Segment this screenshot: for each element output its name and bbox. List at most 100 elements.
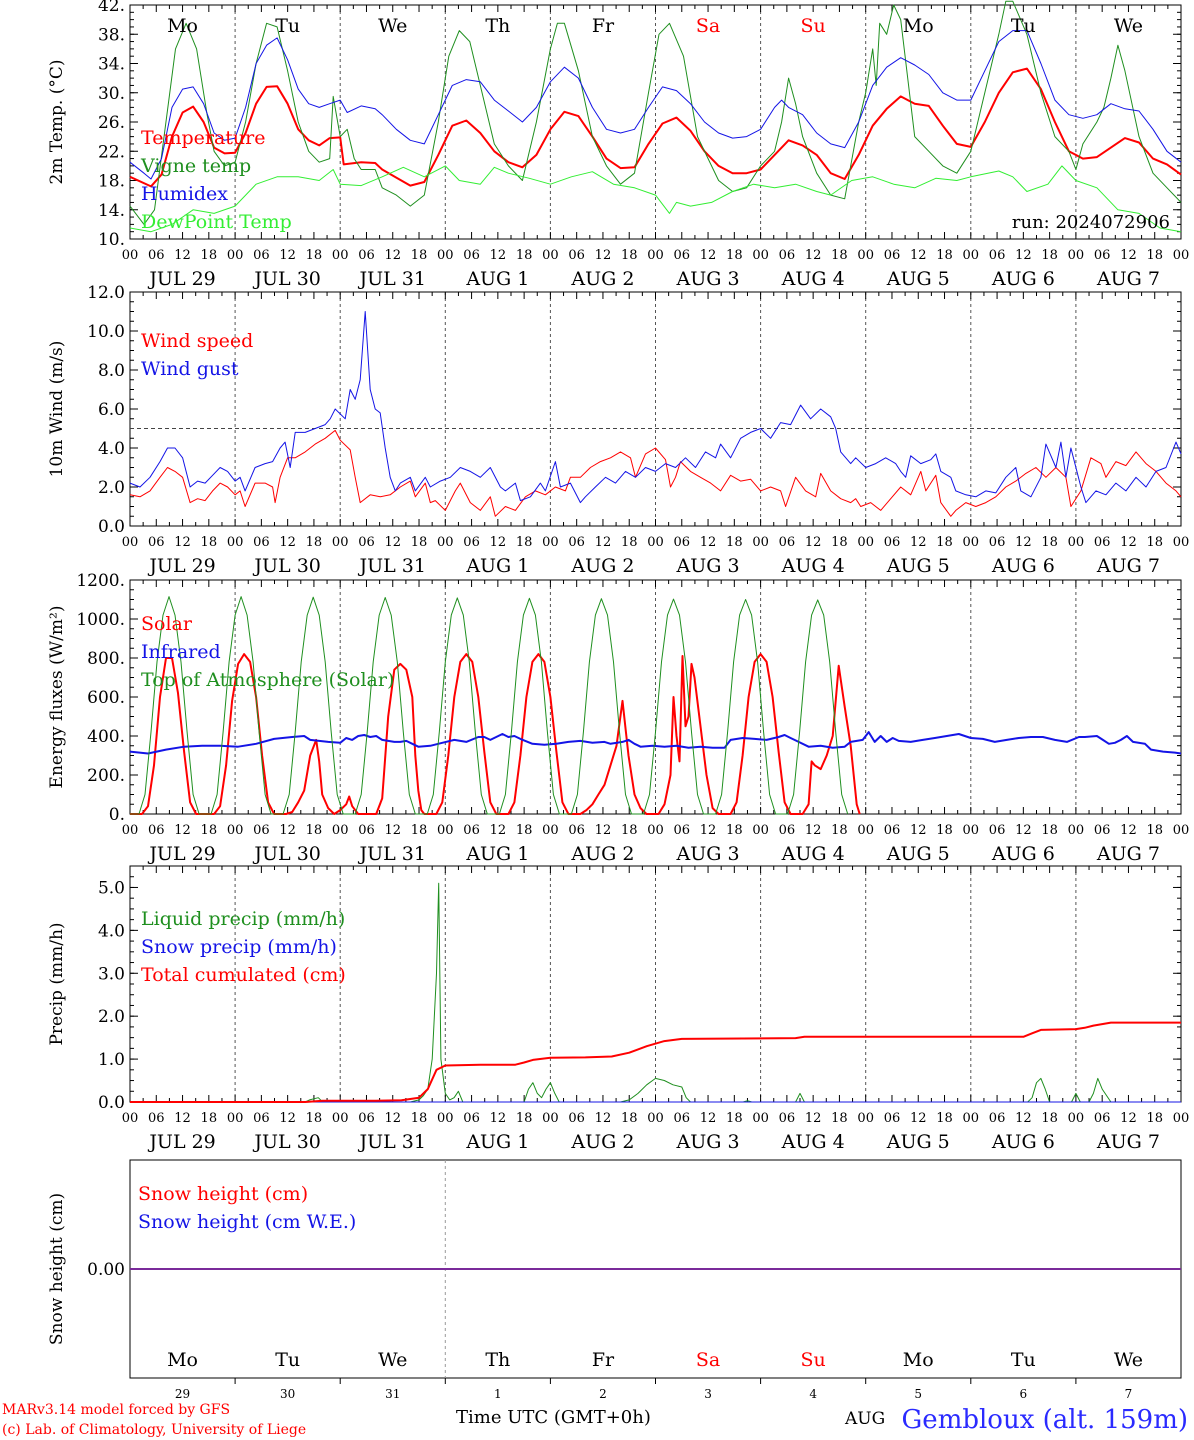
hour-label: 06 xyxy=(463,248,480,263)
hour-label: 06 xyxy=(148,1111,165,1126)
day-number: 7 xyxy=(1125,1387,1133,1401)
date-label: AUG 3 xyxy=(676,268,740,290)
hour-label: 00 xyxy=(1173,823,1190,838)
hour-label: 18 xyxy=(1041,1111,1058,1126)
hour-label: 06 xyxy=(779,248,796,263)
hour-label: 00 xyxy=(332,1111,349,1126)
day-name: Mo xyxy=(903,15,934,37)
hour-label: 00 xyxy=(227,535,244,550)
hour-label: 06 xyxy=(568,248,585,263)
hour-label: 06 xyxy=(148,823,165,838)
hour-label: 12 xyxy=(174,248,191,263)
hour-label: 00 xyxy=(437,823,454,838)
hour-label: 18 xyxy=(831,823,848,838)
day-name: Th xyxy=(485,15,510,37)
series-line-top-of-atmosphere-solar- xyxy=(130,596,849,815)
hour-label: 12 xyxy=(1015,1111,1032,1126)
hour-label: 06 xyxy=(253,248,270,263)
date-label: AUG 4 xyxy=(781,843,845,865)
date-label: JUL 29 xyxy=(147,1131,215,1153)
hour-label: 18 xyxy=(936,823,953,838)
date-label: AUG 4 xyxy=(781,268,845,290)
date-label: AUG 2 xyxy=(570,1131,634,1153)
hour-label: 18 xyxy=(621,535,638,550)
hour-label: 18 xyxy=(936,1111,953,1126)
y-tick-label: 0.0 xyxy=(98,517,125,537)
hour-label: 12 xyxy=(174,1111,191,1126)
hour-label: 18 xyxy=(411,1111,428,1126)
legend-entry: Total cumulated (cm) xyxy=(141,964,346,986)
date-label: AUG 6 xyxy=(991,843,1055,865)
hour-label: 12 xyxy=(384,248,401,263)
day-number: 31 xyxy=(385,1387,400,1401)
run-label: run: 2024072906 xyxy=(1012,212,1170,233)
hour-label: 18 xyxy=(1146,1111,1163,1126)
date-label: JUL 30 xyxy=(252,1131,320,1153)
date-label: AUG 4 xyxy=(781,1131,845,1153)
day-number: 2 xyxy=(599,1387,607,1401)
date-label: AUG 4 xyxy=(781,555,845,577)
hour-label: 06 xyxy=(568,823,585,838)
hour-label: 12 xyxy=(279,823,296,838)
hour-label: 12 xyxy=(595,823,612,838)
y-tick-label: 2.0 xyxy=(98,1007,125,1027)
hour-label: 00 xyxy=(647,823,664,838)
hour-label: 06 xyxy=(1094,1111,1111,1126)
hour-label: 18 xyxy=(1146,535,1163,550)
hour-label: 06 xyxy=(884,248,901,263)
date-label: AUG 5 xyxy=(886,555,950,577)
hour-label: 06 xyxy=(989,248,1006,263)
hour-label: 06 xyxy=(358,1111,375,1126)
date-label: JUL 29 xyxy=(147,843,215,865)
hour-label: 12 xyxy=(700,535,717,550)
hour-label: 12 xyxy=(910,1111,927,1126)
hour-label: 12 xyxy=(490,535,507,550)
hour-label: 18 xyxy=(726,535,743,550)
hour-label: 18 xyxy=(726,1111,743,1126)
y-tick-label: 1000. xyxy=(76,610,125,630)
hour-label: 12 xyxy=(1015,823,1032,838)
hour-label: 00 xyxy=(332,248,349,263)
hour-label: 12 xyxy=(700,248,717,263)
y-tick-label: 22. xyxy=(98,142,125,162)
date-label: AUG 2 xyxy=(570,843,634,865)
date-label: AUG 5 xyxy=(886,843,950,865)
legend-entry: Snow precip (mm/h) xyxy=(141,936,337,958)
day-number: 1 xyxy=(494,1387,502,1401)
hour-label: 12 xyxy=(910,823,927,838)
y-tick-label: 1200. xyxy=(76,571,125,591)
y-axis-label: Precip (mm/h) xyxy=(47,922,67,1045)
hour-label: 12 xyxy=(490,248,507,263)
hour-label: 00 xyxy=(963,823,980,838)
hour-label: 06 xyxy=(148,535,165,550)
chart-panel-1: 10. 14. 18. 22. 26. 30. 34. 38. 42. 2m Temp. (°C)… xyxy=(47,0,1189,290)
hour-label: 18 xyxy=(936,248,953,263)
date-label: AUG 1 xyxy=(465,268,529,290)
y-tick-label: 18. xyxy=(98,172,125,192)
date-label: AUG 1 xyxy=(465,843,529,865)
hour-label: 18 xyxy=(516,1111,533,1126)
date-label: JUL 30 xyxy=(252,268,320,290)
series-line-solar xyxy=(130,653,861,815)
hour-label: 18 xyxy=(411,248,428,263)
hour-label: 00 xyxy=(542,1111,559,1126)
hour-label: 12 xyxy=(595,1111,612,1126)
hour-label: 00 xyxy=(437,248,454,263)
hour-label: 06 xyxy=(884,823,901,838)
hour-label: 00 xyxy=(1173,248,1190,263)
hour-label: 00 xyxy=(437,535,454,550)
hour-label: 06 xyxy=(884,535,901,550)
day-name: We xyxy=(378,15,407,37)
hour-label: 18 xyxy=(936,535,953,550)
hour-label: 12 xyxy=(1015,248,1032,263)
series-line-temperature xyxy=(129,67,1182,188)
hour-label: 00 xyxy=(857,1111,874,1126)
series-line-liquid-precip-mm-h- xyxy=(130,882,1181,1103)
legend-entry: Infrared xyxy=(141,641,221,663)
hour-label: 06 xyxy=(253,535,270,550)
chart-panel-4: 0.0 1.0 2.0 3.0 4.0 5.0 Precip (mm/h) Liquid pr… xyxy=(47,865,1189,1153)
hour-label: 00 xyxy=(542,248,559,263)
hour-label: 00 xyxy=(1068,823,1085,838)
hour-label: 12 xyxy=(700,823,717,838)
